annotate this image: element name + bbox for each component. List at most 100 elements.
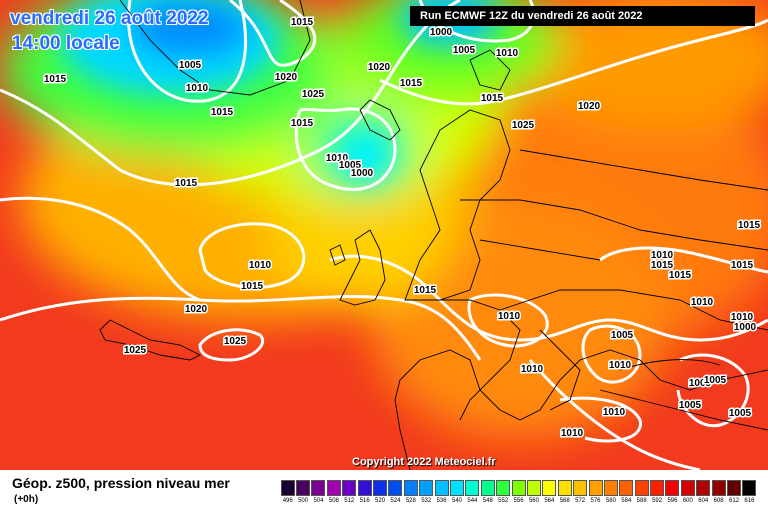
scale-label: 572 <box>575 498 586 504</box>
isobar-label: 1000 <box>351 168 374 179</box>
isobar-label: 1010 <box>651 250 674 261</box>
scale-color <box>588 480 603 496</box>
isobar-label: 1010 <box>731 312 754 323</box>
scale-label: 596 <box>667 498 678 504</box>
scale-color <box>465 480 480 496</box>
isobar-label: 1020 <box>578 101 601 112</box>
isobar-label: 1015 <box>414 285 437 296</box>
isobar-label: 1025 <box>302 89 325 100</box>
map-time: 14:00 locale <box>12 33 120 54</box>
scale-label: 496 <box>282 498 293 504</box>
scale-swatch: 504 <box>311 480 326 510</box>
scale-label: 600 <box>682 498 693 504</box>
scale-swatch: 564 <box>542 480 557 510</box>
scale-swatch: 604 <box>696 480 711 510</box>
scale-color <box>357 480 372 496</box>
scale-label: 608 <box>713 498 724 504</box>
scale-color <box>434 480 449 496</box>
scale-color <box>634 480 649 496</box>
isobar-label: 1010 <box>603 407 626 418</box>
scale-label: 612 <box>729 498 740 504</box>
scale-color <box>727 480 742 496</box>
isobar-label: 1015 <box>731 260 754 271</box>
scale-swatch: 512 <box>342 480 357 510</box>
isobar-label: 1005 <box>611 330 634 341</box>
isobar-label: 1010 <box>496 48 519 59</box>
scale-label: 568 <box>559 498 570 504</box>
scale-color <box>496 480 511 496</box>
scale-swatch: 496 <box>280 480 295 510</box>
isobar-label: 1005 <box>704 375 727 386</box>
scale-swatch: 552 <box>495 480 511 510</box>
isobar-label: 1015 <box>651 260 674 271</box>
isobar-label: 1005 <box>453 45 476 56</box>
isobar-label: 1015 <box>44 74 67 85</box>
scale-label: 604 <box>698 498 709 504</box>
scale-label: 532 <box>421 498 432 504</box>
scale-swatch: 568 <box>557 480 572 510</box>
isobar-label: 1005 <box>729 408 752 419</box>
isobar-label: 1015 <box>669 270 692 281</box>
scale-label: 552 <box>498 498 509 504</box>
scale-swatch: 608 <box>711 480 726 510</box>
isobar-label: 1010 <box>691 297 714 308</box>
scale-color <box>373 480 388 496</box>
scale-color <box>311 480 326 496</box>
geopotential-field: 1015100510101015101510201025101510201015… <box>0 0 768 470</box>
isobar-labels: 1015100510101015101510201025101510201015… <box>42 16 762 441</box>
isobar-label: 1015 <box>481 93 504 104</box>
scale-label: 556 <box>513 498 524 504</box>
isobar-label: 1010 <box>249 260 272 271</box>
scale-label: 580 <box>605 498 616 504</box>
isobar-label: 1010 <box>609 360 632 371</box>
scale-label: 536 <box>436 498 447 504</box>
legend-title: Géop. z500, pression niveau mer <box>12 475 230 491</box>
scale-swatch: 556 <box>511 480 526 510</box>
scale-label: 516 <box>359 498 370 504</box>
scale-color <box>449 480 464 496</box>
scale-swatch: 576 <box>588 480 603 510</box>
scale-label: 588 <box>636 498 647 504</box>
scale-color <box>526 480 541 496</box>
scale-swatch: 548 <box>480 480 495 510</box>
weather-map: 1015 1005 1010 1015 1015 1020 1025 1015 1020 1015… <box>0 0 768 470</box>
scale-color <box>619 480 634 496</box>
scale-swatch: 588 <box>634 480 649 510</box>
scale-swatch: 516 <box>357 480 372 510</box>
copyright: Copyright 2022 Meteociel.fr <box>352 456 496 468</box>
scale-label: 524 <box>390 498 401 504</box>
scale-swatch: 528 <box>403 480 418 510</box>
isobar-label: 1010 <box>561 428 584 439</box>
scale-color <box>480 480 495 496</box>
isobar-label: 1015 <box>738 220 761 231</box>
isobar-label: 1015 <box>400 78 423 89</box>
scale-label: 508 <box>328 498 339 504</box>
scale-color <box>696 480 711 496</box>
scale-label: 544 <box>467 498 478 504</box>
color-scale: 496 500 504 508 512 516 520 524 528 532 536 540 544 5… <box>280 480 757 510</box>
scale-label: 564 <box>544 498 555 504</box>
scale-label: 616 <box>744 498 755 504</box>
scale-label: 576 <box>590 498 601 504</box>
scale-swatch: 520 <box>372 480 388 510</box>
isobar-label: 1020 <box>368 62 391 73</box>
isobar-label: 1015 <box>291 118 314 129</box>
scale-color <box>742 480 757 496</box>
scale-label: 560 <box>528 498 539 504</box>
scale-label: 504 <box>313 498 324 504</box>
scale-color <box>326 480 341 496</box>
isobar-label: 1005 <box>179 60 202 71</box>
run-info: Run ECMWF 12Z du vendredi 26 août 2022 <box>410 6 755 26</box>
isobar-label: 1010 <box>326 153 349 164</box>
isobar-label: 1020 <box>185 304 208 315</box>
isobar-label: 1025 <box>124 345 147 356</box>
scale-swatch: 616 <box>742 480 757 510</box>
isobar-label: 1015 <box>241 281 264 292</box>
isobar-label: 1000 <box>430 27 453 38</box>
legend-footer: Géop. z500, pression niveau mer (+0h) 49… <box>0 470 768 512</box>
scale-label: 500 <box>298 498 309 504</box>
scale-swatch: 596 <box>665 480 680 510</box>
scale-color <box>388 480 403 496</box>
isobar-label: 1025 <box>512 120 535 131</box>
scale-color <box>680 480 695 496</box>
